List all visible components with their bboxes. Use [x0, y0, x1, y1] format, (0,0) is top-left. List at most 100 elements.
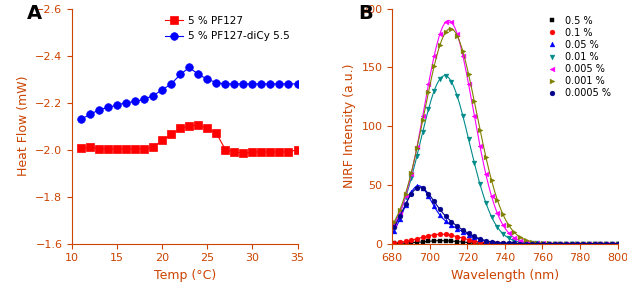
5 % PF127-diCy 5.5 [221, 82, 229, 86]
0.001 % [465, 72, 472, 76]
0.005 % [424, 83, 432, 86]
Line: 0.1 %: 0.1 % [392, 232, 620, 246]
0.0005 % [477, 237, 484, 241]
0.001 % [488, 178, 495, 182]
0.05 % [453, 227, 461, 230]
0.005 % [396, 211, 404, 215]
0.5 % [390, 242, 398, 245]
0.05 % [493, 241, 501, 244]
0.01 % [430, 89, 438, 93]
0.1 % [562, 242, 570, 245]
0.1 % [488, 241, 495, 245]
5 % PF127-diCy 5.5 [167, 82, 175, 86]
0.05 % [551, 242, 558, 245]
0.0005 % [493, 241, 501, 244]
5 % PF127 [258, 150, 265, 154]
0.5 % [419, 240, 426, 244]
0.0005 % [430, 200, 438, 203]
0.0005 % [597, 242, 604, 245]
5 % PF127-diCy 5.5 [204, 77, 211, 81]
0.05 % [579, 242, 587, 245]
0.5 % [477, 242, 484, 245]
0.005 % [539, 242, 547, 245]
0.005 % [614, 242, 621, 245]
0.05 % [477, 238, 484, 241]
0.001 % [470, 99, 478, 103]
0.001 % [528, 240, 535, 244]
0.001 % [551, 242, 558, 245]
5 % PF127-diCy 5.5 [240, 82, 247, 86]
0.1 % [597, 242, 604, 245]
0.005 % [470, 114, 478, 117]
Line: 0.0005 %: 0.0005 % [392, 186, 620, 246]
0.0005 % [603, 242, 610, 245]
5 % PF127-diCy 5.5 [132, 100, 139, 103]
0.1 % [574, 242, 581, 245]
0.1 % [528, 242, 535, 245]
0.001 % [614, 242, 621, 245]
0.05 % [442, 219, 450, 223]
0.5 % [562, 242, 570, 245]
5 % PF127-diCy 5.5 [213, 81, 220, 84]
0.001 % [505, 223, 512, 227]
0.01 % [614, 242, 621, 245]
0.01 % [413, 154, 421, 157]
0.1 % [465, 238, 472, 242]
0.5 % [557, 242, 564, 245]
5 % PF127-diCy 5.5 [87, 113, 94, 116]
0.0005 % [568, 242, 576, 245]
5 % PF127-diCy 5.5 [294, 82, 302, 86]
0.005 % [477, 145, 484, 148]
0.05 % [614, 242, 621, 245]
0.005 % [579, 242, 587, 245]
0.001 % [608, 242, 616, 245]
0.01 % [557, 242, 564, 245]
0.005 % [603, 242, 610, 245]
0.05 % [510, 242, 518, 245]
0.5 % [396, 242, 404, 245]
0.001 % [436, 44, 444, 47]
0.001 % [482, 155, 490, 158]
0.05 % [436, 213, 444, 217]
0.1 % [413, 237, 421, 241]
0.05 % [470, 235, 478, 239]
0.01 % [477, 183, 484, 186]
0.5 % [465, 241, 472, 244]
0.001 % [390, 220, 398, 224]
Line: 0.5 %: 0.5 % [392, 238, 620, 246]
0.0005 % [545, 242, 552, 245]
0.05 % [517, 242, 524, 245]
5 % PF127 [294, 148, 302, 151]
5 % PF127-diCy 5.5 [159, 88, 166, 91]
0.05 % [545, 242, 552, 245]
5 % PF127 [204, 127, 211, 130]
0.1 % [470, 239, 478, 243]
0.0005 % [579, 242, 587, 245]
0.1 % [424, 234, 432, 238]
0.005 % [413, 145, 421, 148]
0.5 % [510, 242, 518, 245]
0.5 % [517, 242, 524, 245]
0.005 % [545, 242, 552, 245]
Legend: 0.5 %, 0.1 %, 0.05 %, 0.01 %, 0.005 %, 0.001 %, 0.0005 %: 0.5 %, 0.1 %, 0.05 %, 0.01 %, 0.005 %, 0… [542, 14, 613, 100]
0.0005 % [442, 214, 450, 218]
0.005 % [528, 241, 535, 245]
5 % PF127-diCy 5.5 [105, 106, 112, 109]
0.005 % [499, 223, 507, 227]
0.05 % [424, 195, 432, 198]
0.01 % [453, 94, 461, 97]
Y-axis label: Heat Flow (mW): Heat Flow (mW) [16, 76, 29, 176]
0.001 % [539, 242, 547, 245]
0.005 % [419, 114, 426, 118]
0.0005 % [390, 225, 398, 229]
0.1 % [493, 242, 501, 245]
0.5 % [585, 242, 593, 245]
0.0005 % [396, 215, 404, 218]
0.005 % [448, 20, 455, 24]
0.005 % [408, 172, 415, 176]
5 % PF127-diCy 5.5 [276, 82, 283, 86]
0.01 % [517, 240, 524, 244]
0.0005 % [482, 239, 490, 242]
0.1 % [453, 235, 461, 238]
X-axis label: Temp (°C): Temp (°C) [154, 269, 216, 282]
